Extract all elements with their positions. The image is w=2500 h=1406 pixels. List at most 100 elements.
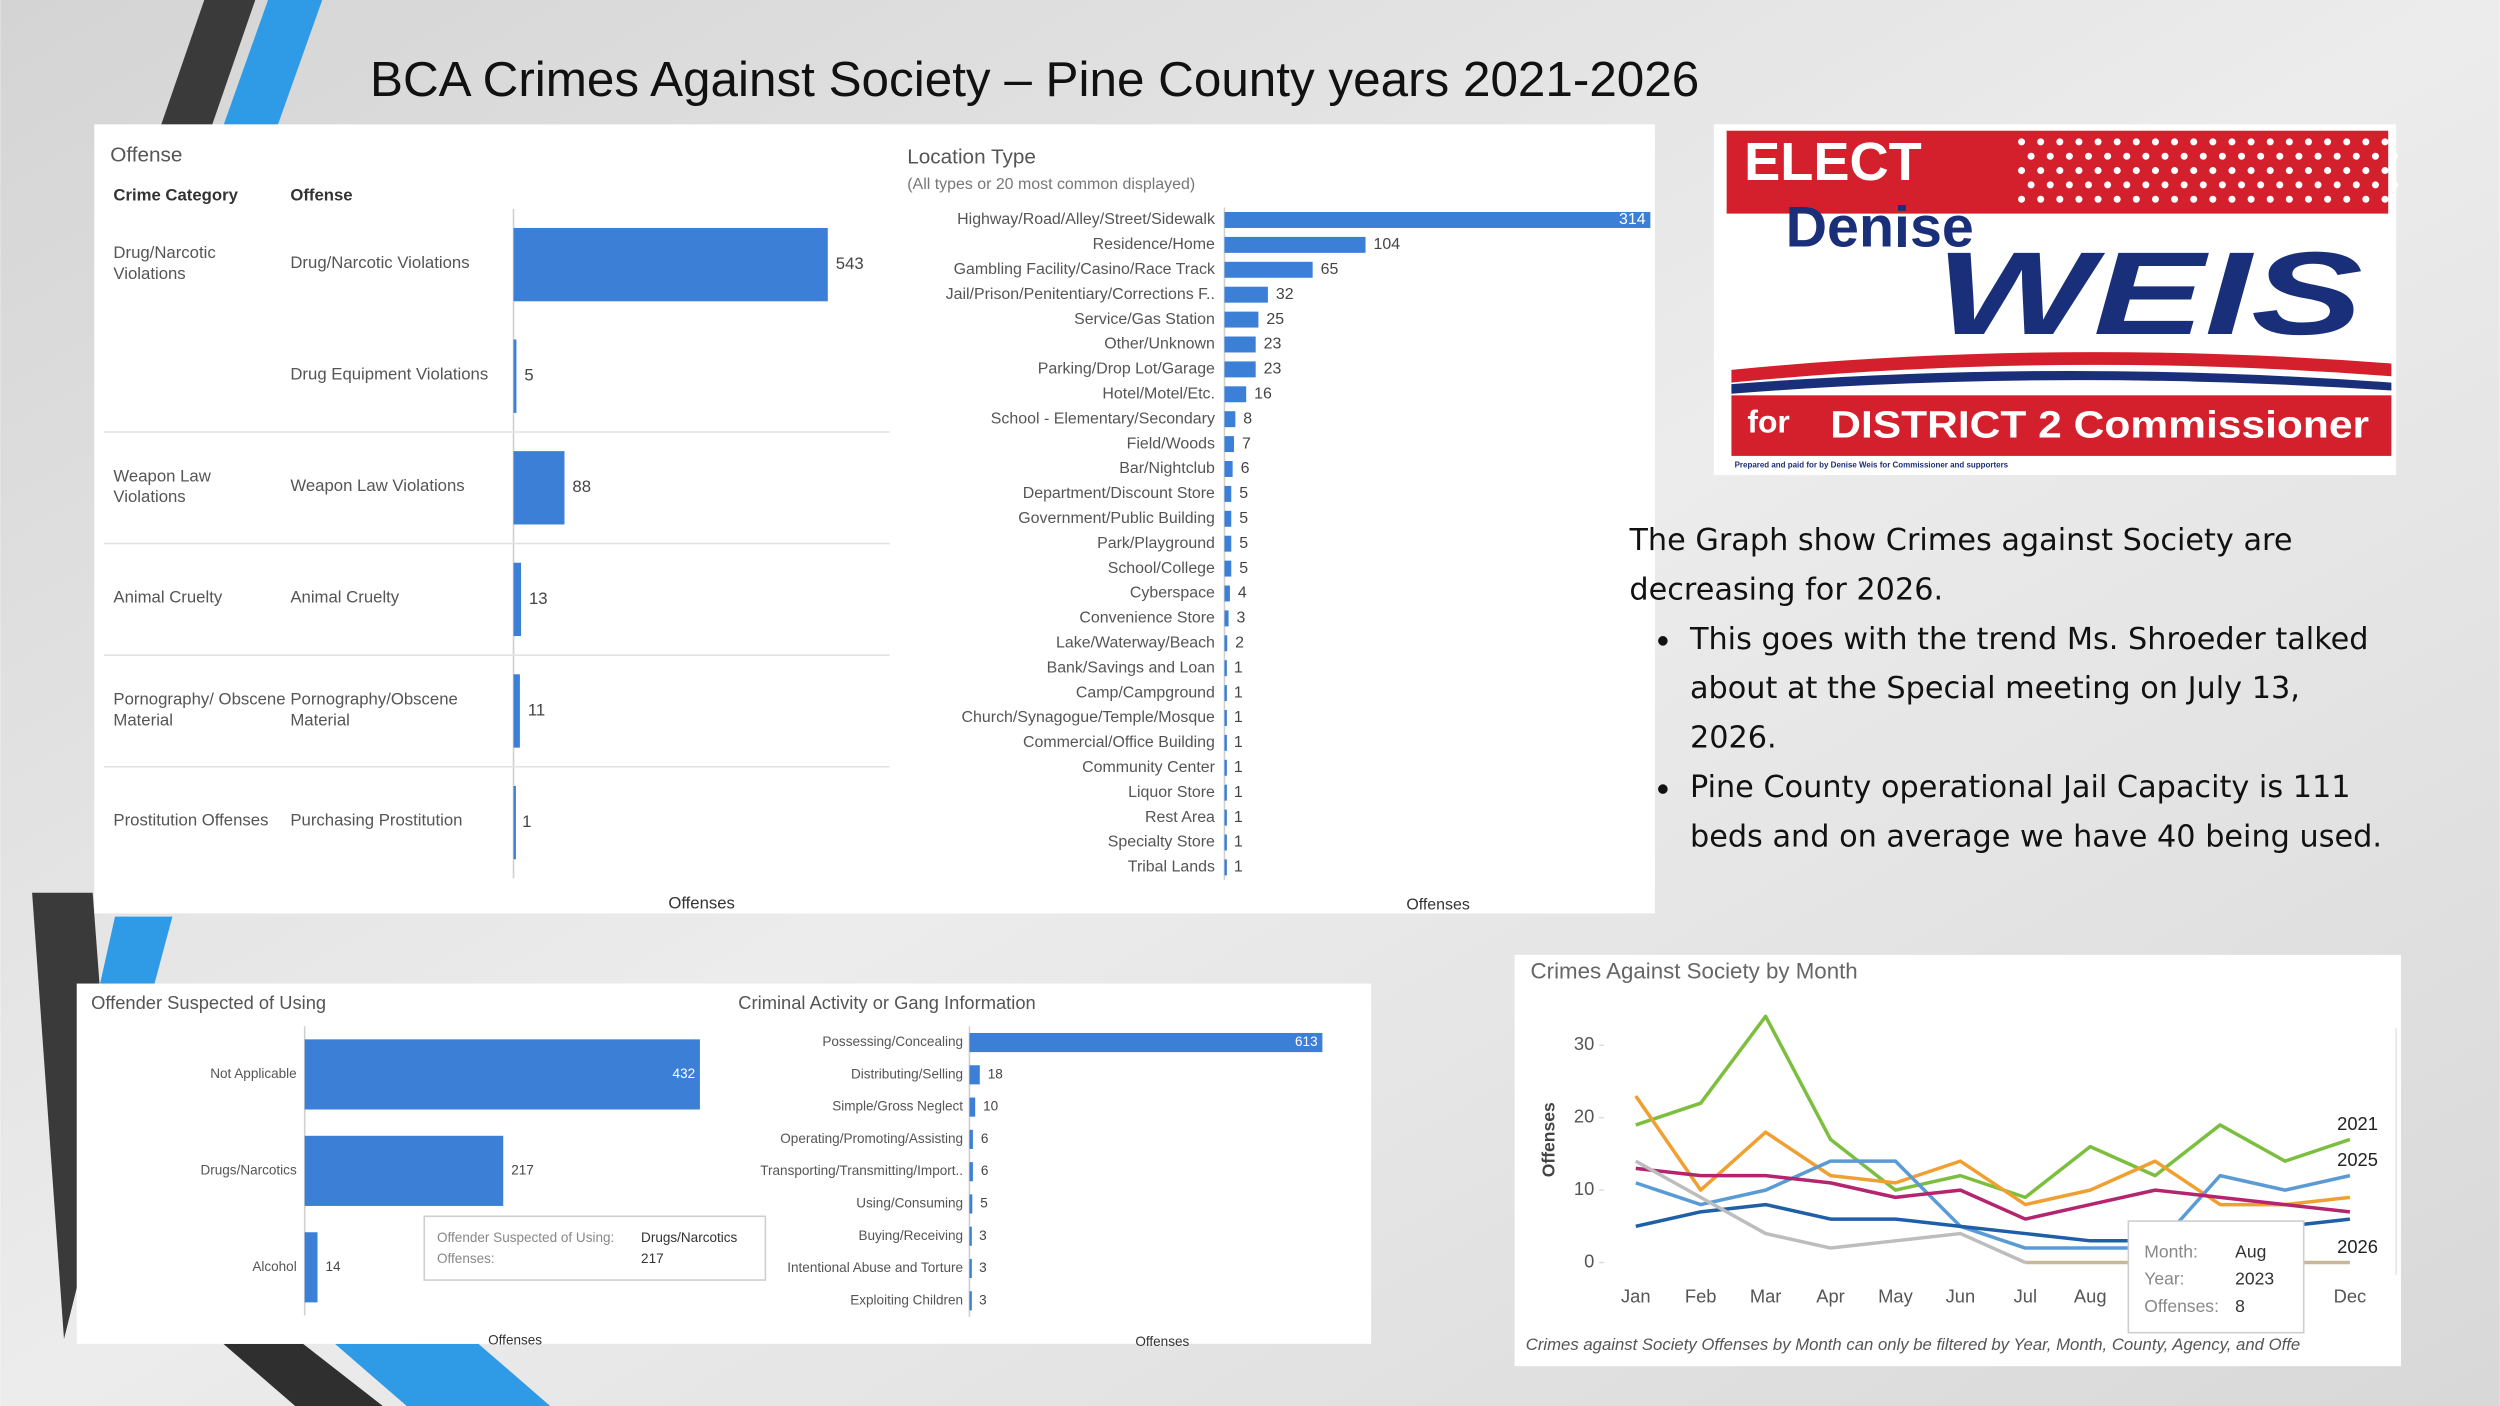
star [2199,152,2207,160]
star [2171,167,2179,175]
bar [304,1135,504,1206]
chart-title: Location Type [907,145,1036,168]
star [2371,181,2379,189]
group-label-box: Weapon Law Violations [113,466,211,507]
star [2247,167,2255,175]
star [2065,181,2073,189]
star [2018,167,2026,175]
star [2371,152,2379,160]
value-label: 3 [979,1228,987,1243]
group-label: Weapon Law Violations [113,466,211,507]
category-label: Jail/Prison/Penitentiary/Corrections F.. [946,286,1215,303]
x-tick-label: Feb [1685,1285,1717,1306]
value-label: 32 [1276,286,1294,303]
category-label: Lake/Waterway/Beach [1056,634,1215,651]
deco-stripe [223,1343,383,1406]
tooltip-value: Drugs/Narcotics [641,1230,737,1245]
value-label: 14 [325,1259,341,1274]
star [2065,152,2073,160]
value-label: 65 [1321,261,1339,278]
star [2285,167,2293,175]
category-label: Church/Synagogue/Temple/Mosque [962,709,1216,726]
star [2276,152,2284,160]
star [2304,138,2312,146]
x-axis-label: Offenses [488,1333,542,1348]
category-label: Park/Playground [1097,535,1215,552]
star [2247,195,2255,203]
value-label: 5 [1239,560,1248,577]
star [2113,167,2121,175]
category-label: Specialty Store [1108,834,1215,851]
category-label: Camp/Campground [1076,684,1215,701]
star [2113,138,2121,146]
category-label: School/College [1108,560,1215,577]
star [2391,152,2399,160]
value-label: 543 [836,254,864,273]
star [2171,195,2179,203]
star [2266,167,2274,175]
bar [1224,361,1256,378]
value-label: 1 [522,812,531,831]
campaign-banner: ELECT Denise WEIS for DISTRICT 2 Commiss… [1713,124,2399,476]
bar [969,1226,972,1246]
notes-box: The Graph show Crimes against Society ar… [1629,516,2394,930]
star [2018,138,2026,146]
series-line [1634,1159,2027,1265]
value-label: 613 [1295,1034,1318,1049]
star [2285,138,2293,146]
value-label: 2 [1235,634,1244,651]
star [2104,152,2112,160]
category-label: Highway/Road/Alley/Street/Sidewalk [957,211,1215,228]
series-line [1635,1159,2351,1250]
category-label: Weapon Law Violations [290,477,465,497]
bar [1224,535,1232,552]
bar [513,674,520,748]
star [2018,195,2026,203]
category-label: Residence/Home [1093,236,1215,253]
tooltip-label: Offenses: [2144,1296,2219,1316]
bar [1224,386,1247,403]
bar [1224,560,1232,577]
category-label-box: Pornography/Obscene Material [290,690,458,730]
tooltip-label: Year: [2144,1269,2184,1289]
value-label: 5 [980,1196,988,1211]
panel [94,124,1655,914]
star [2362,138,2370,146]
group-label: Pornography/ Obscene Material [113,690,286,731]
value-label: 25 [1266,311,1284,328]
star [2161,152,2169,160]
star [2257,181,2265,189]
value-label: 104 [1374,236,1401,253]
star [2132,167,2140,175]
star [2228,138,2236,146]
category-label: Community Center [1082,759,1216,776]
banner-last-name: WEIS [1935,227,2362,359]
star [2257,152,2265,160]
star [2037,138,2045,146]
bar [969,1162,973,1182]
stars [2018,138,2399,203]
banner-bottom [1731,395,2392,456]
tooltip-value: Aug [2235,1242,2266,1262]
value-label: 5 [1239,485,1248,502]
value-label: 4 [1238,585,1247,602]
bar [969,1097,976,1117]
bar [1224,859,1227,876]
star [2343,138,2351,146]
category-label: Government/Public Building [1018,510,1215,527]
star [2132,195,2140,203]
bar [1224,286,1268,303]
category-label: Drug/Narcotic Violations [290,254,470,274]
group-label-box: Animal Cruelty [113,589,222,608]
category-label-box: Weapon Law Violations [290,477,465,497]
star [2123,152,2131,160]
star [2381,138,2389,146]
column-header: Offense [290,185,352,204]
star [2238,152,2246,160]
star [2362,167,2370,175]
chart-subtitle: (All types or 20 most common displayed) [907,176,1195,193]
group-label-box: Prostitution Offenses [113,812,268,831]
bar [1224,834,1227,851]
value-label: 1 [1234,734,1243,751]
category-label-box: Drug/Narcotic Violations [290,254,470,274]
